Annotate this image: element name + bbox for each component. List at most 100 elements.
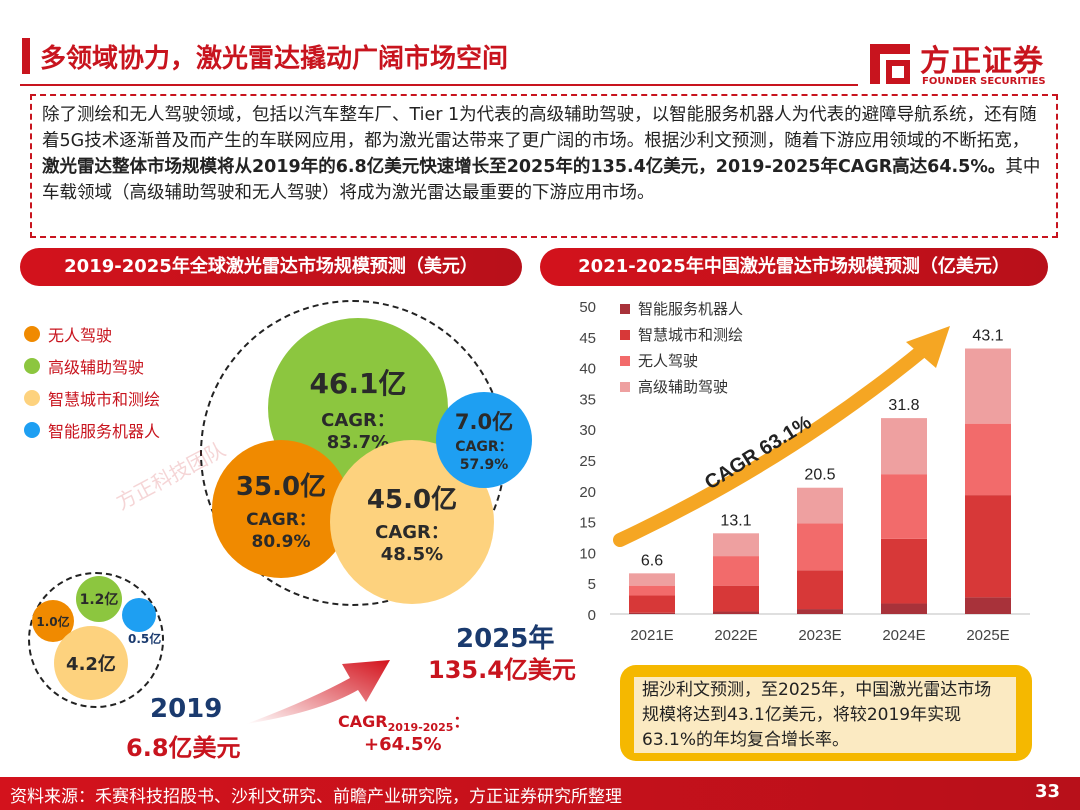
y-tick-label: 0 (588, 607, 596, 624)
bubble-group-2019 (28, 572, 164, 708)
total-2025-value: 135.4亿美元 (428, 656, 576, 684)
bar-segment (713, 533, 759, 557)
legend-label: 高级辅助驾驶 (638, 378, 728, 396)
bar-segment (713, 585, 759, 612)
footer-source: 资料来源：禾赛科技招股书、沙利文研究、前瞻产业研究院，方正证券研究所整理 (10, 787, 622, 807)
y-tick-label: 30 (579, 422, 596, 439)
bar-total-label: 31.8 (888, 397, 919, 414)
legend-dot-orange-icon (24, 326, 40, 342)
title-accent-bar (22, 38, 30, 74)
bubble-2019-adas: 1.2亿 (76, 576, 122, 622)
intro-paragraph: 除了测绘和无人驾驶领域，包括以汽车整车厂、Tier 1为代表的高级辅助驾驶，以智… (30, 94, 1058, 238)
legend-label: 高级辅助驾驶 (48, 358, 145, 377)
year-2019-label: 2019 (150, 694, 223, 724)
y-tick-label: 10 (579, 545, 596, 562)
bubble-2019-smart-city: 4.2亿 (54, 626, 128, 700)
bar-segment (965, 423, 1011, 496)
legend-swatch (620, 356, 630, 366)
bar-segment (713, 556, 759, 586)
bar-segment (881, 603, 927, 614)
intro-text-1: 除了测绘和无人驾驶领域，包括以汽车整车厂、Tier 1为代表的高级辅助驾驶，以智… (42, 105, 1037, 151)
bubble-value: 4.2亿 (66, 654, 116, 675)
bubble-cagr-label: CAGR： (321, 410, 395, 431)
bubble-2025-autonomous: 35.0亿 CAGR： 80.9% (212, 440, 350, 578)
bar-total-label: 13.1 (720, 512, 751, 529)
bubble-value: 45.0亿 (366, 484, 458, 515)
footer-bar: 资料来源：禾赛科技招股书、沙利文研究、前瞻产业研究院，方正证券研究所整理 33 (0, 777, 1080, 810)
header-divider (20, 84, 858, 86)
cagr-arrow-icon (613, 339, 935, 547)
legend-label: 无人驾驶 (638, 352, 698, 370)
bar-segment (629, 595, 675, 613)
bubble-value: 35.0亿 (235, 471, 327, 502)
bar-segment (965, 597, 1011, 614)
bar-segment (797, 570, 843, 610)
bar-segment (881, 418, 927, 475)
bubble-cagr: 57.9% (459, 457, 509, 473)
bubble-value: 7.0亿 (454, 410, 514, 434)
legend-item-adas: 高级辅助驾驶 (24, 354, 144, 378)
left-section-heading: 2019-2025年全球激光雷达市场规模预测（美元） (20, 248, 522, 286)
china-lidar-bar-chart: 0 5 10 15 20 25 30 35 40 45 50 6.6 2021E 13.1 2022E 20.… (579, 299, 1030, 644)
logo-chinese-name: 方正证券 (920, 44, 1044, 79)
bar-segment (713, 611, 759, 614)
legend-label: 智能服务机器人 (638, 300, 743, 318)
x-tick-label: 2021E (630, 627, 673, 644)
y-tick-label: 15 (579, 515, 596, 532)
callout-box: 据沙利文预测，至2025年，中国激光雷达市场规模将达到43.1亿美元，将较201… (620, 665, 1032, 761)
legend-label: 智慧城市和测绘 (48, 390, 161, 409)
y-tick-label: 45 (579, 330, 596, 347)
y-tick-label: 50 (579, 299, 596, 316)
year-2025-label: 2025年 (456, 624, 555, 654)
x-tick-label: 2023E (798, 627, 841, 644)
total-2019-value: 6.8亿美元 (126, 734, 241, 762)
y-tick-label: 25 (579, 453, 596, 470)
right-section-heading: 2021-2025年中国激光雷达市场规模预测（亿美元） (540, 248, 1048, 286)
intro-text-2: 其中车载领域（高级辅助驾驶和无人驾驶）将成为激光雷达最重要的下游应用市场。 (42, 157, 1041, 203)
legend-dot-yellow-icon (24, 390, 40, 406)
logo-mark-icon (870, 44, 910, 84)
y-tick-label: 20 (579, 484, 596, 501)
intro-text-bold: 激光雷达整体市场规模将从2019年的6.8亿美元快速增长至2025年的135.4… (42, 157, 1006, 177)
bar-segment (881, 538, 927, 604)
legend-label: 无人驾驶 (48, 326, 113, 345)
legend-label: 智慧城市和测绘 (638, 326, 743, 344)
bar-segment (629, 573, 675, 586)
bar-segment (629, 585, 675, 596)
legend-swatch (620, 382, 630, 392)
bubble-cagr-label: CAGR： (375, 521, 449, 543)
x-tick-label: 2024E (882, 627, 925, 644)
cagr-annotation: CAGR 63.1% (701, 411, 816, 494)
bar-total-label: 6.6 (641, 552, 663, 569)
bar-total-label: 43.1 (972, 328, 1003, 345)
x-tick-label: 2025E (966, 627, 1009, 644)
bar-segment (797, 487, 843, 524)
legend-swatch (620, 304, 630, 314)
legend-dot-green-icon (24, 358, 40, 374)
bubble-2019-robot (122, 598, 156, 632)
x-tick-label: 2022E (714, 627, 757, 644)
bar-segment (881, 474, 927, 539)
legend-item-smart-city: 智慧城市和测绘 (24, 386, 160, 410)
bar-segment (797, 523, 843, 571)
bar-segment (965, 495, 1011, 598)
y-tick-label: 5 (588, 576, 596, 593)
legend-label: 智能服务机器人 (48, 422, 161, 441)
legend-swatch (620, 330, 630, 340)
logo-english-name: FOUNDER SECURITIES (922, 76, 1046, 87)
callout-text: 据沙利文预测，至2025年，中国激光雷达市场规模将达到43.1亿美元，将较201… (634, 677, 1016, 753)
bar-total-label: 20.5 (804, 467, 835, 484)
bubble-cagr-label: CAGR： (246, 509, 316, 530)
bubble-cagr: 48.5% (380, 543, 444, 565)
page-number: 33 (1034, 781, 1060, 802)
growth-arrow-icon (246, 660, 390, 724)
bubble-cagr-label: CAGR： (455, 439, 513, 455)
company-logo: 方正证券 FOUNDER SECURITIES (866, 36, 1066, 96)
bubble-2025-robot: 7.0亿 CAGR： 57.9% (436, 392, 532, 488)
page-title: 多领域协力，激光雷达撬动广阔市场空间 (40, 44, 509, 74)
y-tick-label: 40 (579, 361, 596, 378)
legend-item-autonomous: 无人驾驶 (24, 322, 112, 346)
legend-dot-blue-icon (24, 422, 40, 438)
bar-segment (965, 348, 1011, 424)
cagr-value: +64.5% (364, 734, 442, 755)
